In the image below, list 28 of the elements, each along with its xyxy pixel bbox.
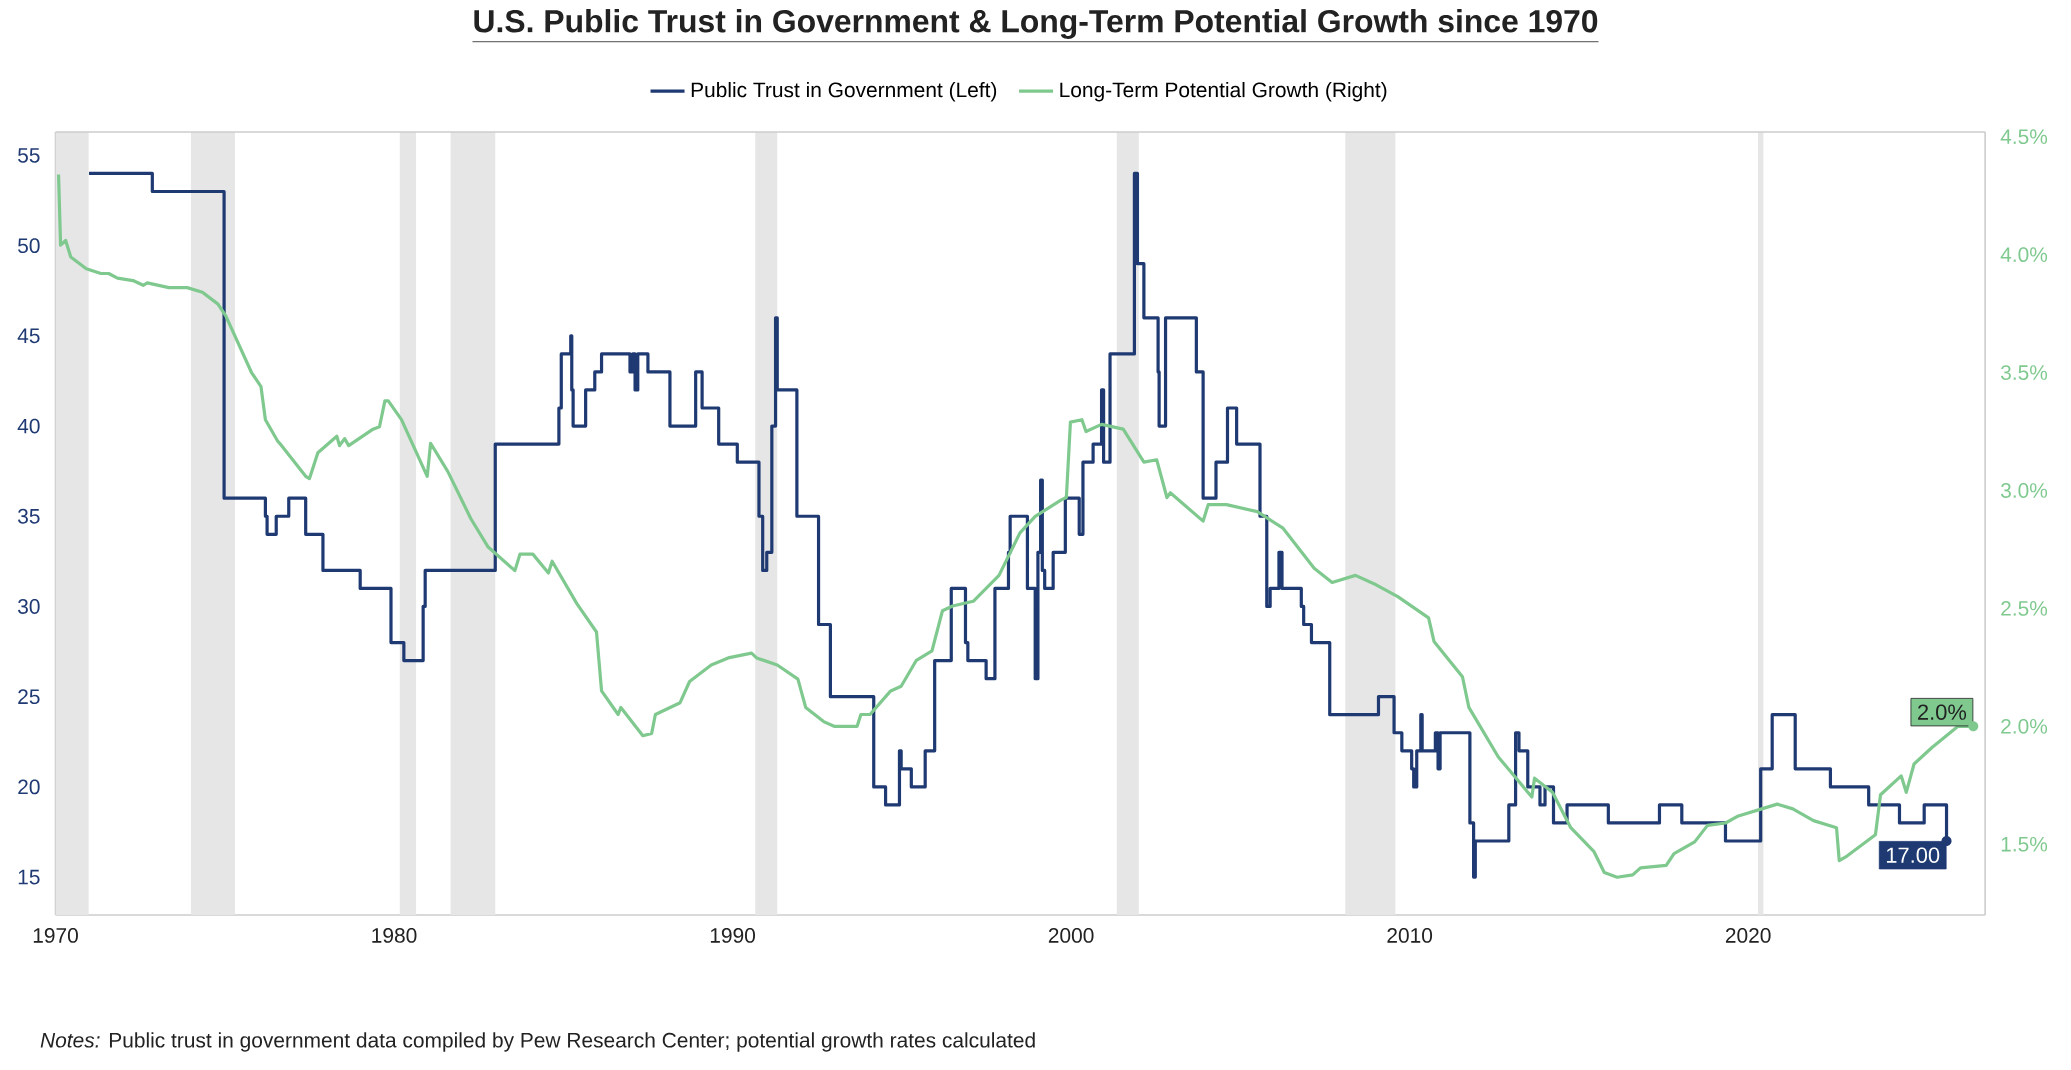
- x-tick-label: 2010: [1387, 928, 1433, 943]
- text: Notes: Public trust in government data compiled by Pew Research Center; potential growth rates calculated: [40, 1032, 1035, 1052]
- legend-label: Public Trust in Government (Left): [691, 81, 997, 102]
- y2-tick-label: 3.0%: [2000, 483, 2048, 498]
- chart-title: U.S. Public Trust in Government & Long-Term Potential Growth since 1970: [474, 9, 1598, 39]
- annotation: 17.00: [1886, 847, 1940, 863]
- y-tick-label: 20: [18, 779, 40, 795]
- y-tick-label: 55: [18, 148, 40, 163]
- y2-tick-label: 3.5%: [2000, 365, 2048, 380]
- y2-tick-label: 2.0%: [2001, 718, 2048, 734]
- x-tick-label: 1970: [33, 928, 78, 943]
- y2-tick-label: 2.5%: [2001, 600, 2048, 616]
- x-tick-label: 2020: [1725, 928, 1771, 943]
- y-tick-label: 45: [17, 328, 40, 344]
- x-tick-label: 1980: [372, 928, 417, 943]
- y2-tick-label: 1.5%: [2001, 836, 2048, 852]
- y-tick-label: 40: [17, 418, 40, 434]
- data-label: 2.0%: [1918, 704, 1967, 720]
- y-tick-label: 15: [18, 869, 40, 885]
- y-tick-label: 25: [18, 689, 40, 705]
- legend-label: Long-Term Potential Growth (Right): [1060, 81, 1387, 102]
- y2-tick-label: 4.5%: [2000, 129, 2048, 145]
- y-tick-label: 30: [17, 599, 40, 614]
- y-tick-label: 35: [17, 508, 40, 524]
- y2-tick-label: 4.0%: [2000, 247, 2048, 263]
- y-tick-label: 50: [18, 238, 40, 254]
- x-tick-label: 2000: [1048, 928, 1094, 943]
- x-tick-label: 1990: [710, 928, 755, 943]
